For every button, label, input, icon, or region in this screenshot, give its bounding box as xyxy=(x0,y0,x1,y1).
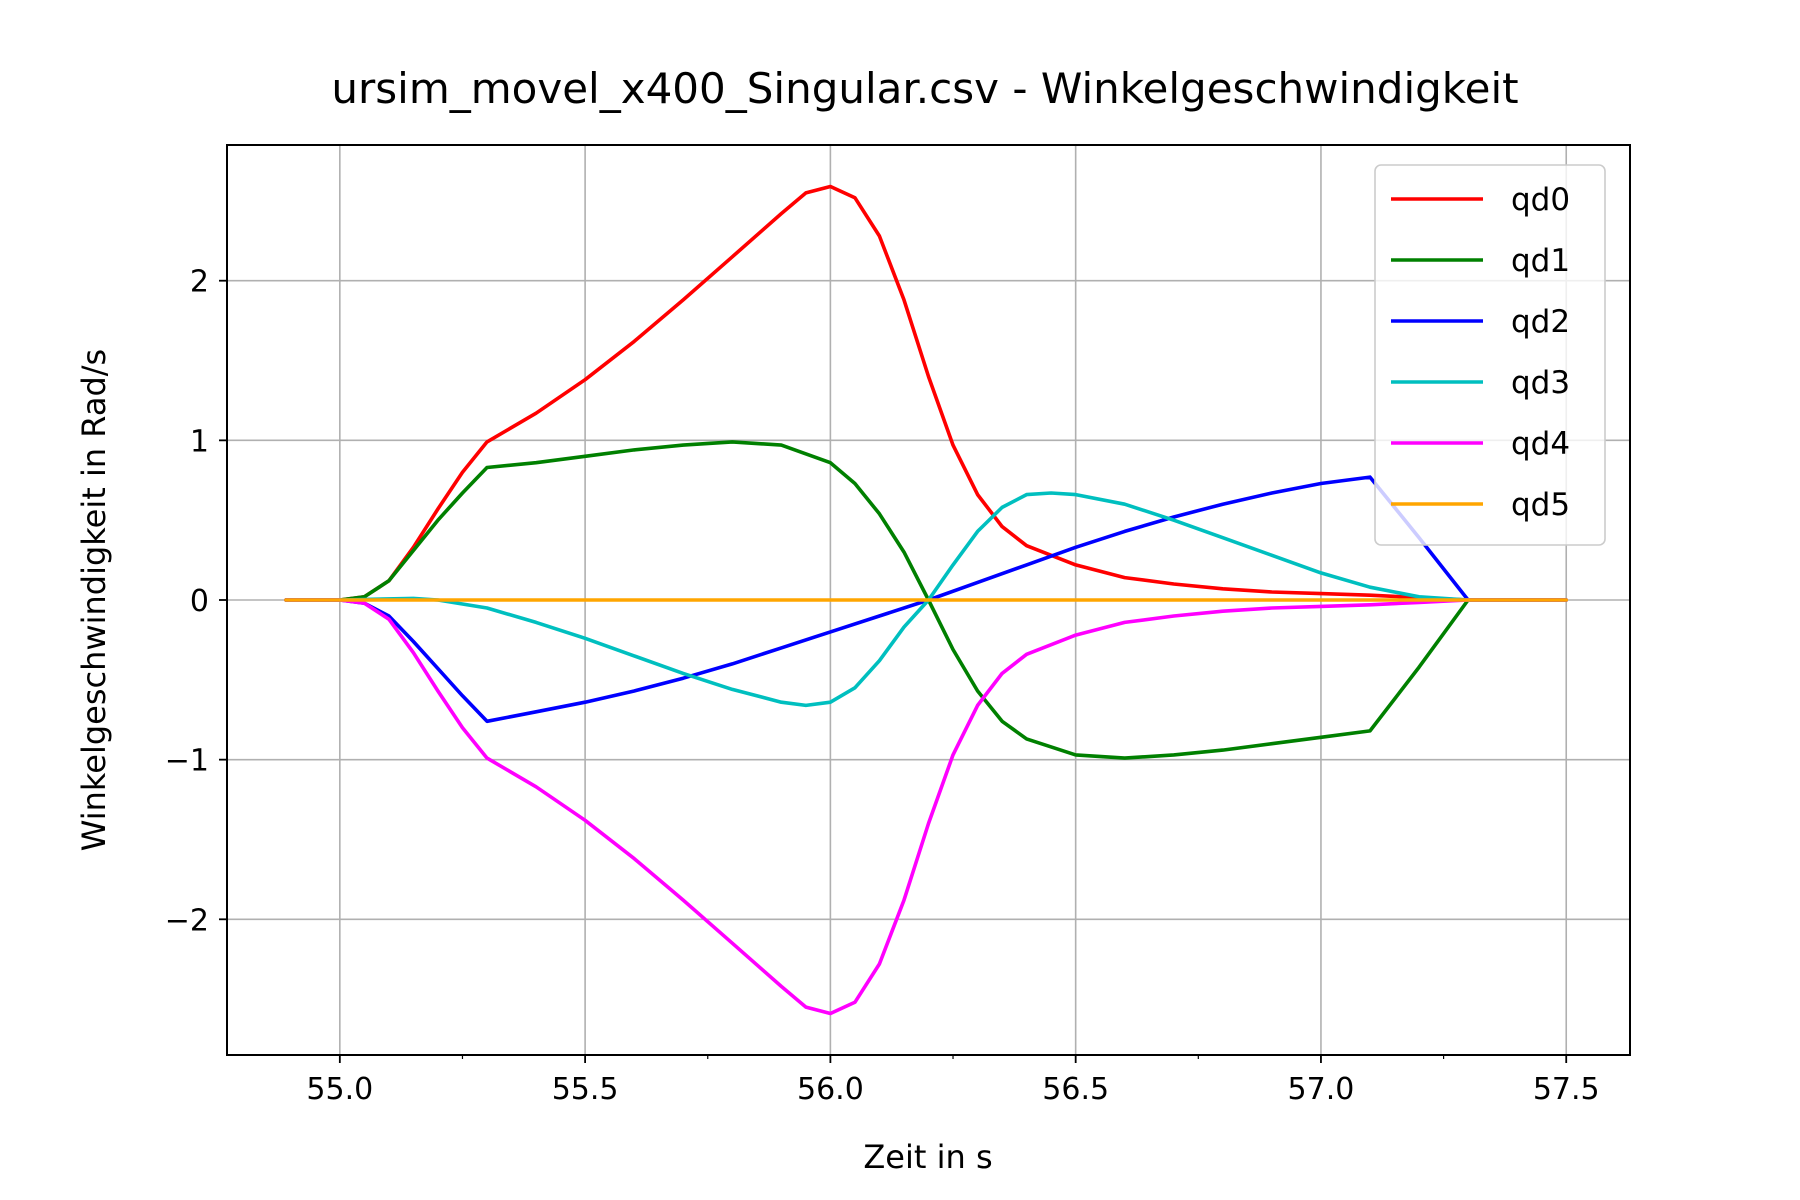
legend-label-qd0: qd0 xyxy=(1511,182,1570,218)
x-tick-label: 56.5 xyxy=(1042,1072,1109,1107)
x-tick-label: 55.5 xyxy=(552,1072,619,1107)
legend-label-qd2: qd2 xyxy=(1511,304,1570,340)
chart-title: ursim_movel_x400_Singular.csv - Winkelge… xyxy=(331,64,1518,113)
y-axis-title: Winkelgeschwindigkeit in Rad/s xyxy=(75,349,113,851)
series-line-qd3 xyxy=(284,491,1568,708)
series-line-qd0 xyxy=(284,184,1568,602)
x-tick-label: 57.0 xyxy=(1288,1072,1355,1107)
y-tick-label: 1 xyxy=(190,424,209,459)
legend-label-qd5: qd5 xyxy=(1511,487,1570,523)
x-tick-label: 57.5 xyxy=(1533,1072,1600,1107)
y-tick-label: 0 xyxy=(190,584,209,619)
series-line-qd1 xyxy=(284,440,1568,760)
legend-label-qd4: qd4 xyxy=(1511,426,1570,462)
x-tick-label: 56.0 xyxy=(797,1072,864,1107)
axis-ticks: 55.0 55.5 56.0 56.5 57.0 57.5 −2 −1 0 1 2 xyxy=(165,265,1600,1107)
series-lines xyxy=(284,184,1568,1016)
y-tick-label: 2 xyxy=(190,265,209,300)
legend-box xyxy=(1374,164,1606,546)
x-tick-label: 55.0 xyxy=(306,1072,373,1107)
x-axis-title: Zeit in s xyxy=(863,1138,992,1176)
y-tick-label: −1 xyxy=(165,744,209,779)
legend: qd0 qd1 qd2 qd3 qd4 qd5 xyxy=(1374,164,1606,546)
legend-label-qd3: qd3 xyxy=(1511,365,1570,401)
series-line-qd4 xyxy=(284,598,1568,1016)
legend-label-qd1: qd1 xyxy=(1511,243,1570,279)
y-tick-label: −2 xyxy=(165,903,209,938)
series-line-qd2 xyxy=(284,475,1568,724)
